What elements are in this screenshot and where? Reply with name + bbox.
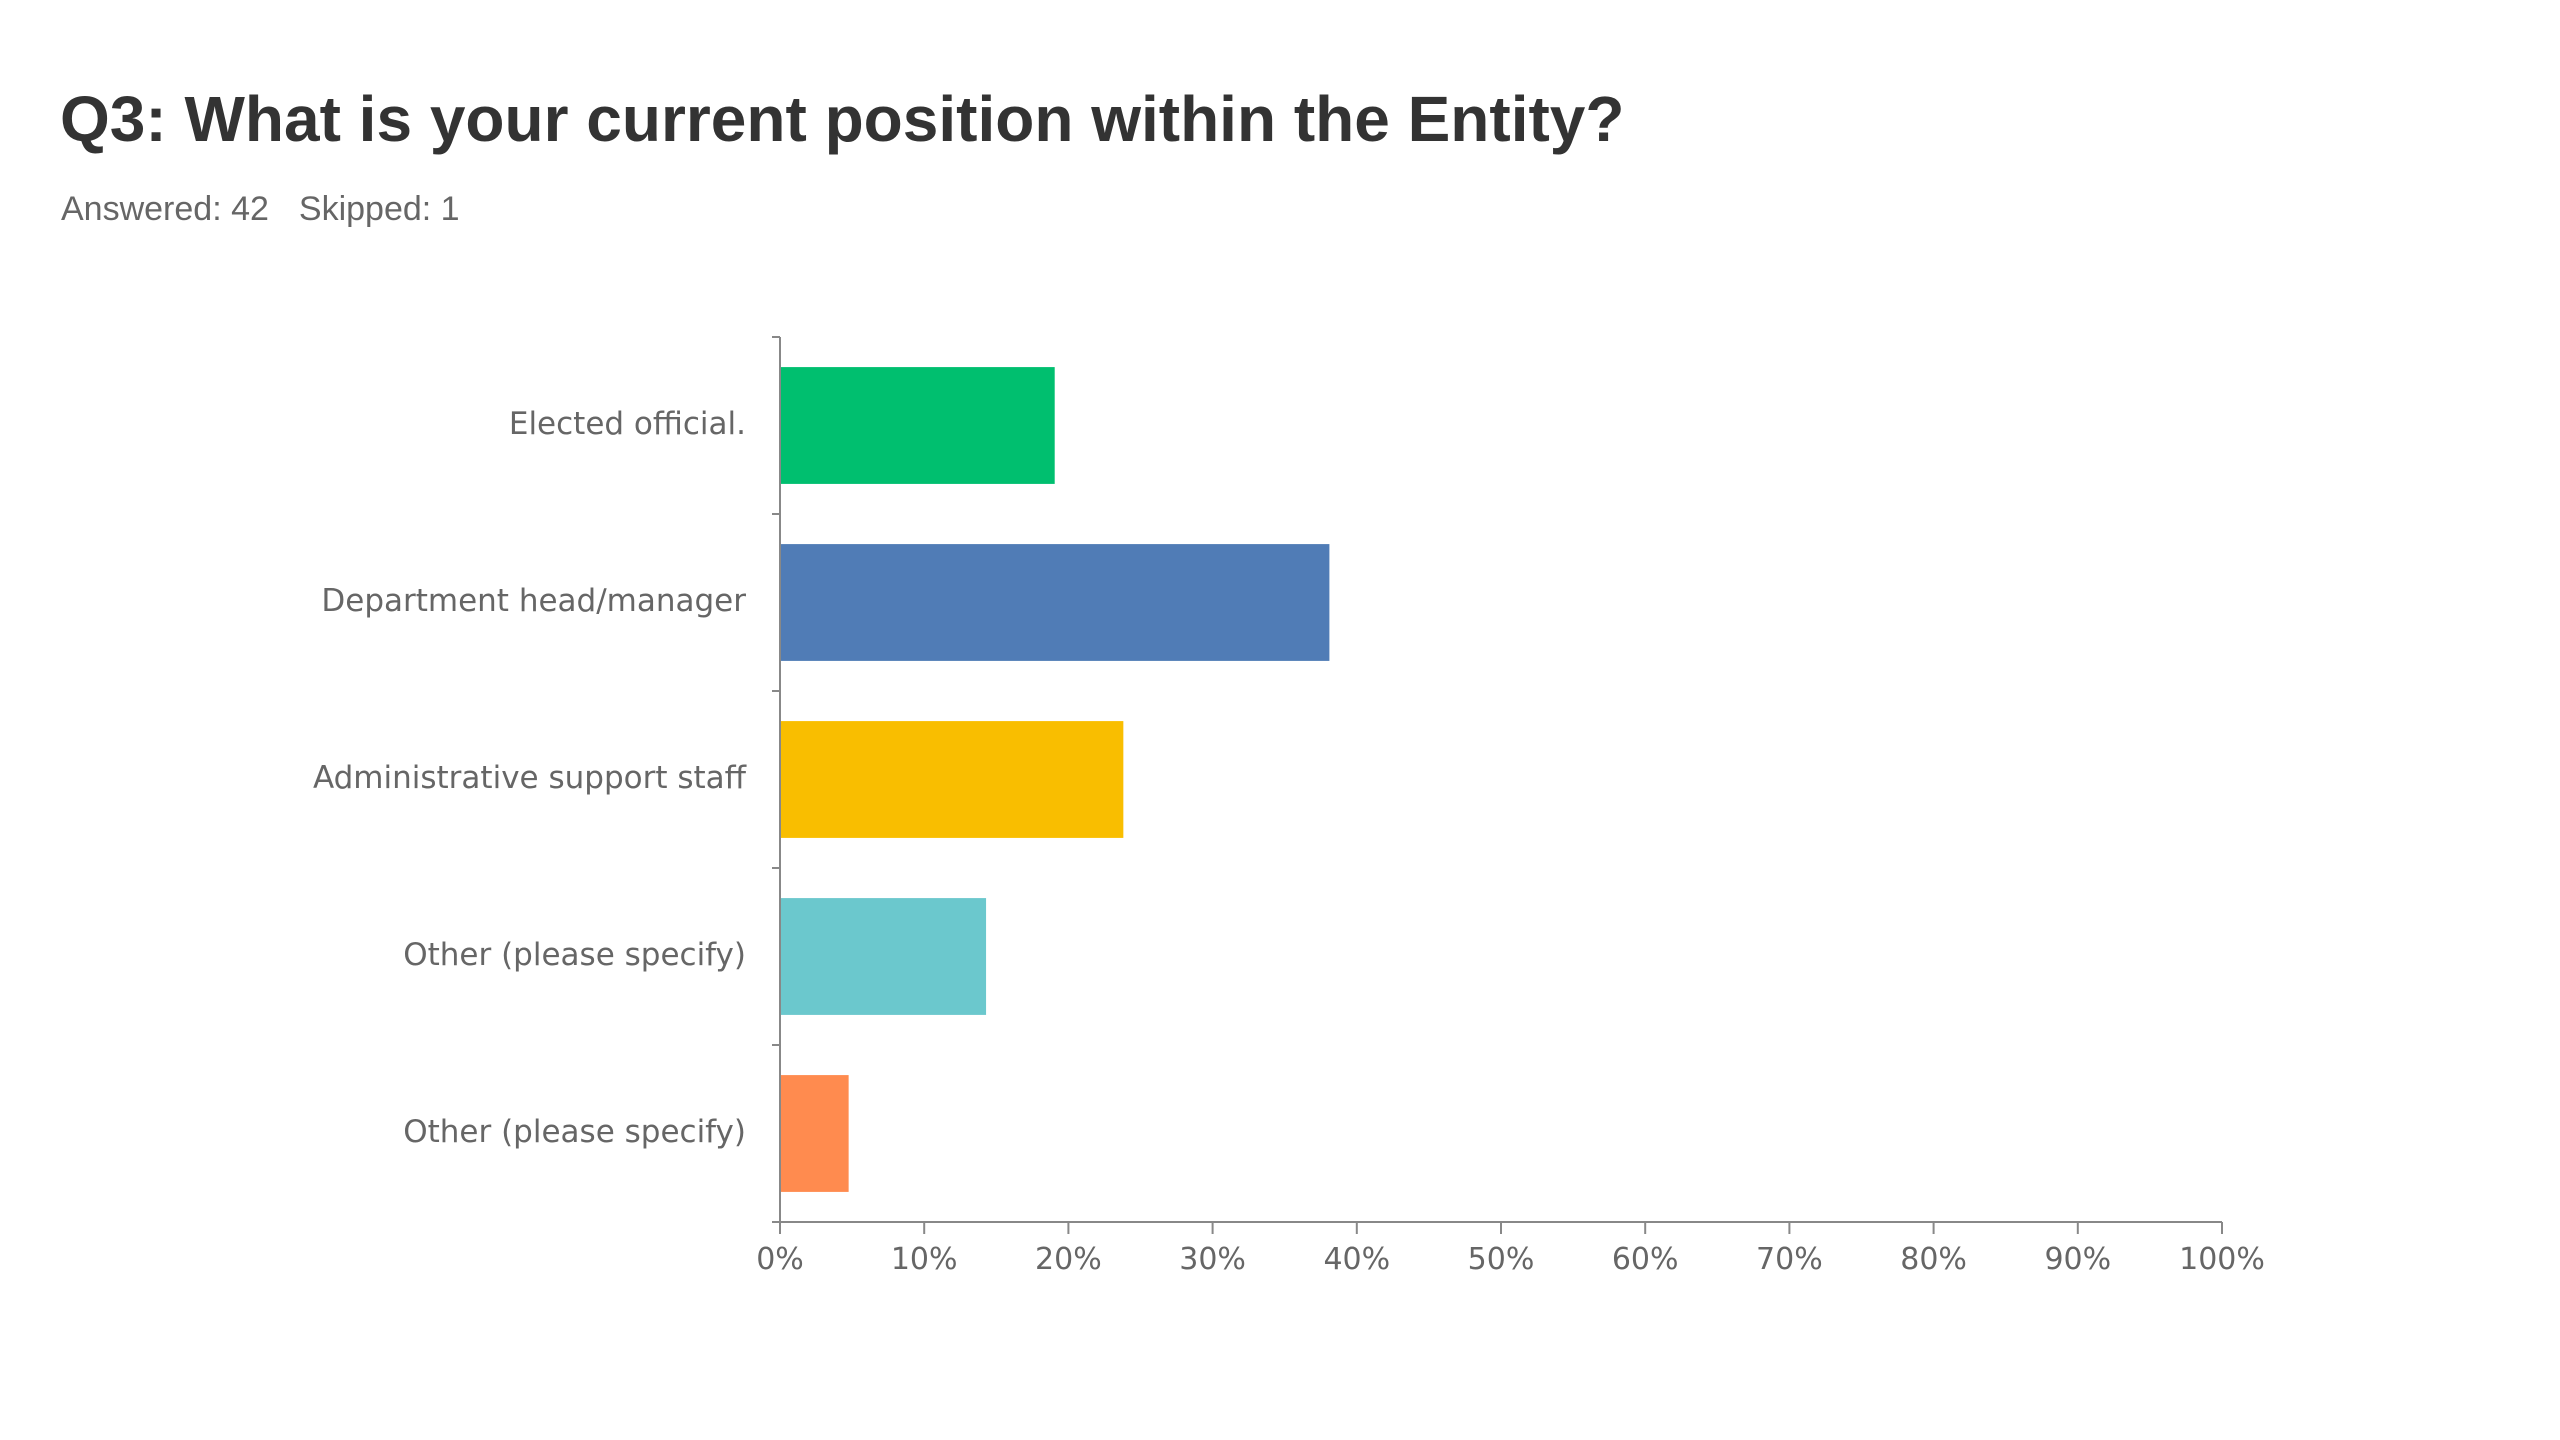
question-title: Q3: What is your current position within… xyxy=(60,83,1625,155)
bar xyxy=(780,721,1124,838)
x-tick-label: 80% xyxy=(1900,1242,1967,1277)
skipped-count: Skipped: 1 xyxy=(298,190,460,228)
response-stats: Answered: 42 Skipped: 1 xyxy=(61,190,490,229)
x-tick-label: 40% xyxy=(1323,1242,1390,1277)
category-label: Administrative support staff xyxy=(313,760,747,796)
x-tick-label: 30% xyxy=(1179,1242,1246,1277)
category-label: Department head/manager xyxy=(321,583,746,619)
x-tick-label: 20% xyxy=(1035,1242,1102,1277)
category-label: Other (please specify) xyxy=(403,1114,746,1150)
category-label: Other (please specify) xyxy=(403,937,746,973)
x-tick-label: 70% xyxy=(1756,1242,1823,1277)
x-tick-label: 50% xyxy=(1468,1242,1535,1277)
x-tick-label: 100% xyxy=(2179,1242,2265,1277)
answered-count: Answered: 42 xyxy=(61,190,269,228)
bar xyxy=(780,1075,849,1192)
x-tick-label: 60% xyxy=(1612,1242,1679,1277)
bar xyxy=(780,898,987,1015)
bar xyxy=(780,544,1330,661)
category-label: Elected official. xyxy=(509,406,746,442)
x-tick-label: 90% xyxy=(2044,1242,2111,1277)
bar xyxy=(780,367,1055,484)
x-tick-label: 10% xyxy=(891,1242,958,1277)
x-tick-label: 0% xyxy=(756,1242,804,1277)
